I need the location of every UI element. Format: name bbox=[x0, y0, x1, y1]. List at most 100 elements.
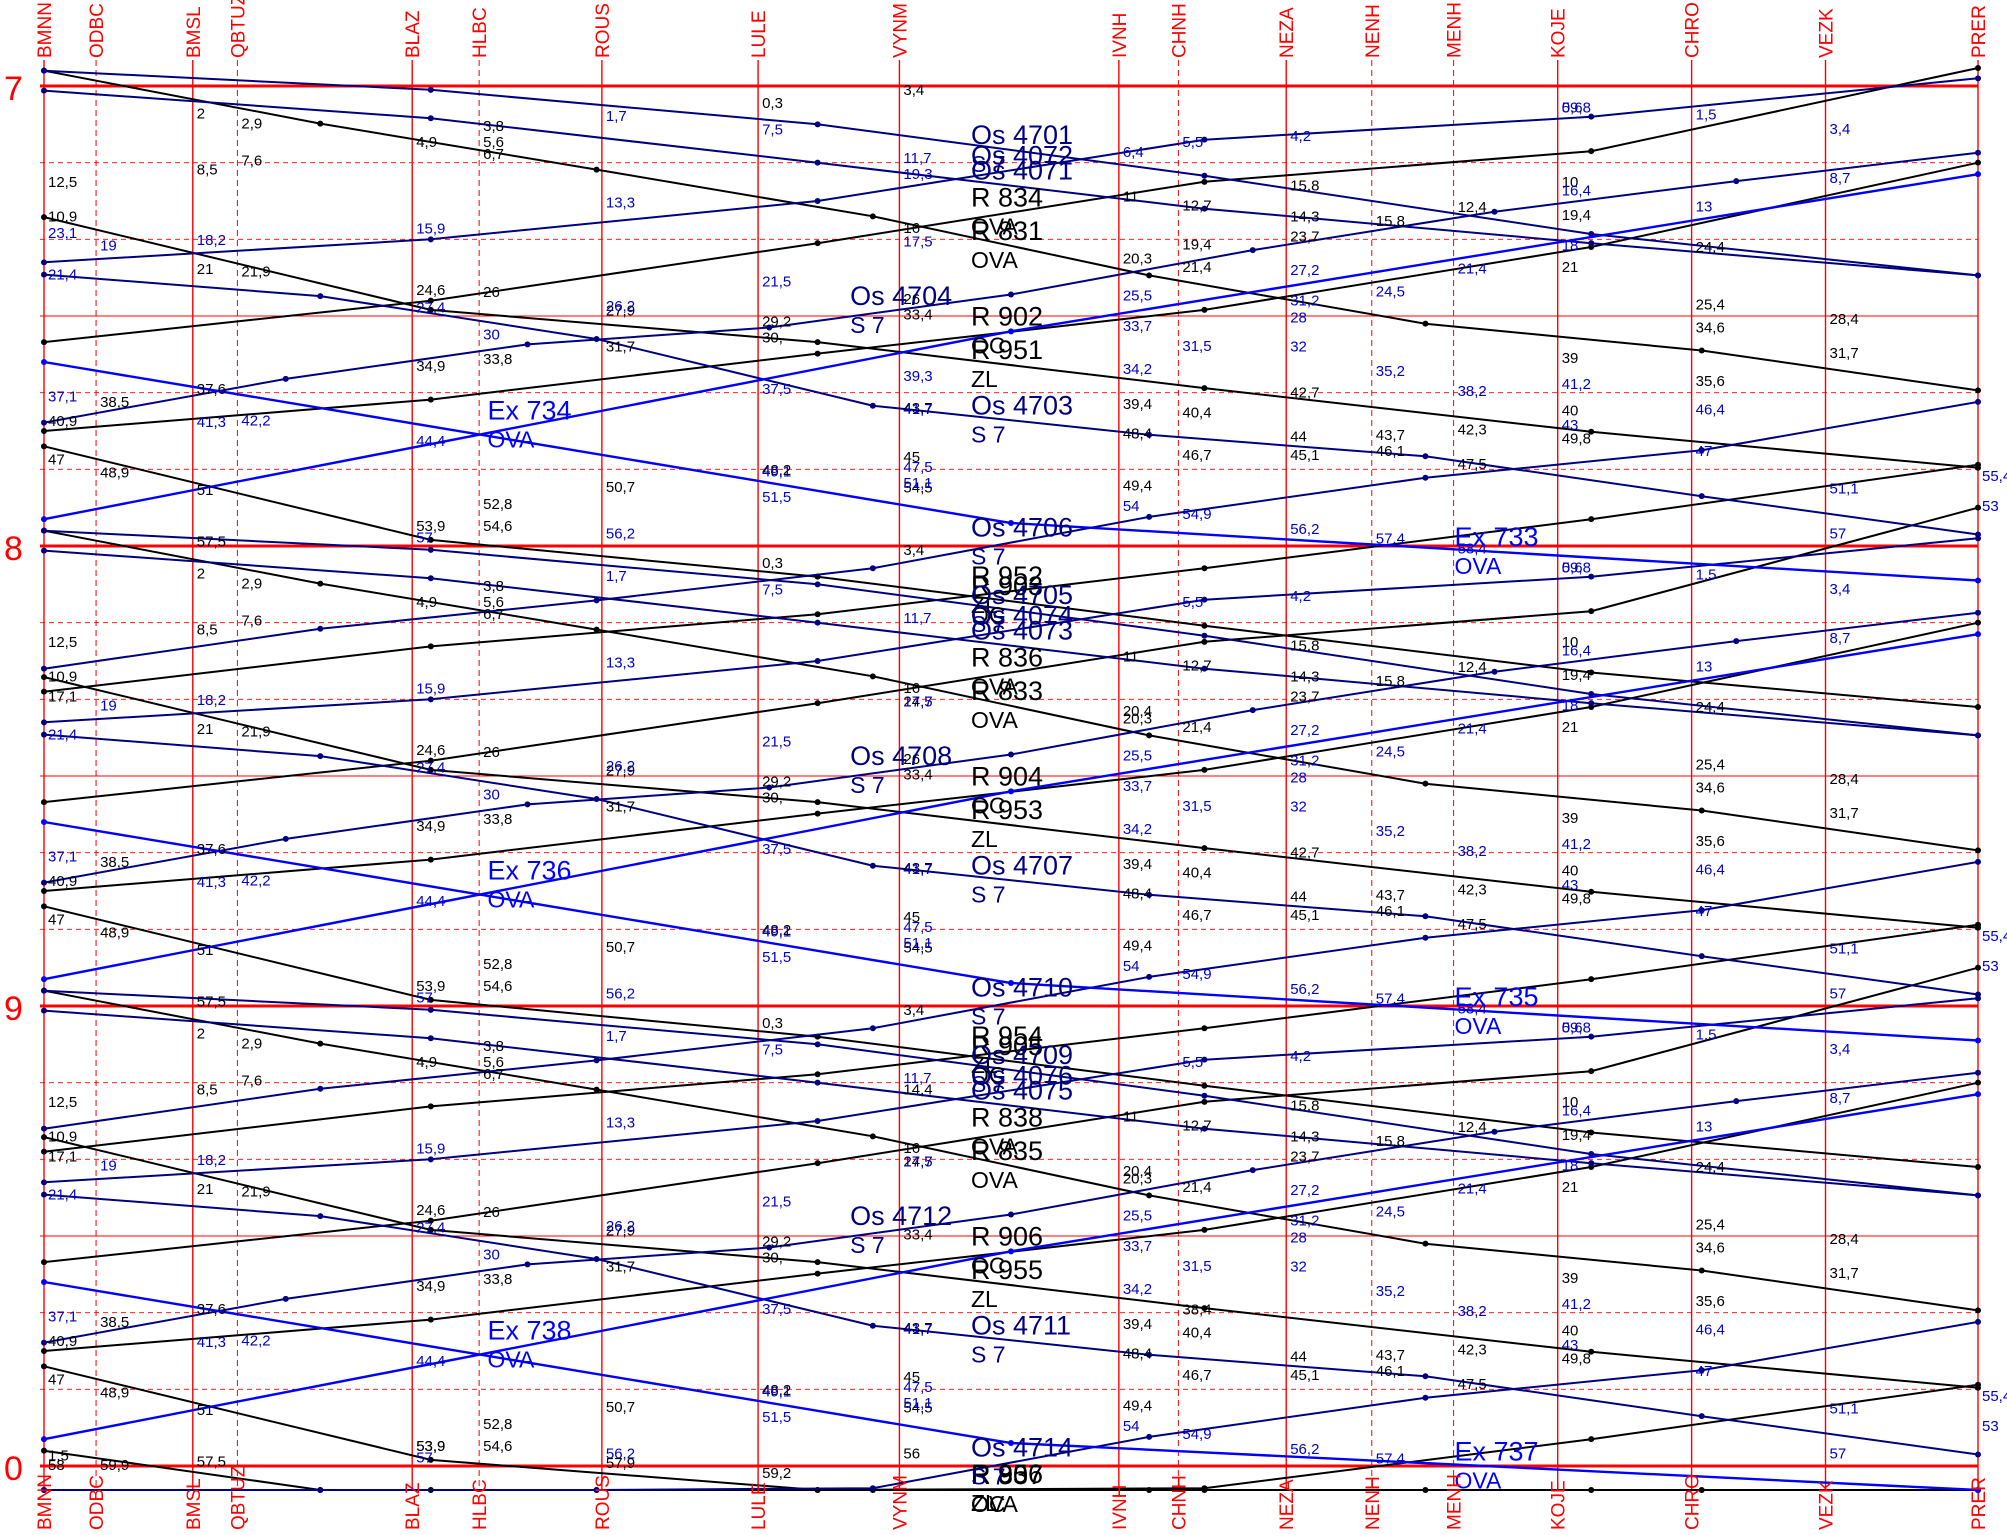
train-stop-dot bbox=[1201, 622, 1208, 629]
train-category: OVA bbox=[1455, 553, 1503, 579]
train-category: OVA bbox=[488, 426, 536, 452]
station-label-bottom: ROUS bbox=[593, 1475, 614, 1530]
time-label: 56,2 bbox=[606, 1446, 635, 1463]
time-label: 47,5 bbox=[903, 459, 932, 476]
time-label: 28,4 bbox=[1830, 311, 1859, 328]
train-category: OC bbox=[971, 333, 1006, 359]
train-stop-dot bbox=[1008, 788, 1014, 795]
time-label: 56,2 bbox=[1290, 1441, 1319, 1458]
time-label: 7,6 bbox=[241, 612, 262, 629]
time-label: 13 bbox=[1696, 198, 1713, 215]
train-stop-dot bbox=[869, 1322, 876, 1329]
train-path bbox=[43, 1136, 1979, 1389]
time-label: 20,3 bbox=[1123, 251, 1152, 268]
time-label: 21,9 bbox=[241, 724, 270, 741]
train-name: Os 4705 bbox=[971, 580, 1073, 610]
time-label: 21 bbox=[197, 1181, 214, 1198]
time-label: 38,2 bbox=[1458, 1303, 1487, 1320]
train-stop-dot bbox=[41, 976, 47, 983]
train-stop-dot bbox=[593, 597, 600, 604]
train-stop-dot bbox=[869, 1025, 876, 1032]
train-stop-dot bbox=[1588, 976, 1595, 983]
time-label: 37,1 bbox=[48, 389, 77, 406]
train-stop-dot bbox=[427, 1156, 434, 1163]
train-stop-dot bbox=[282, 1295, 289, 1302]
train-stop-dot bbox=[427, 86, 434, 93]
time-label: 47,5 bbox=[1458, 456, 1487, 473]
train-stop-dot bbox=[1422, 934, 1429, 941]
time-label: 42,2 bbox=[241, 872, 270, 889]
time-label: 34,2 bbox=[1123, 821, 1152, 838]
time-label: 24,7 bbox=[903, 694, 932, 711]
train-stop-dot bbox=[1588, 1129, 1595, 1136]
time-label: 6,7 bbox=[483, 146, 504, 163]
station-label-top: IVNH bbox=[1110, 13, 1131, 58]
train-stop-dot bbox=[1698, 953, 1705, 960]
time-label: 49,1 bbox=[762, 924, 791, 941]
time-label: 46,7 bbox=[1182, 907, 1211, 924]
time-label: 3,8 bbox=[483, 578, 504, 595]
time-label: 3,4 bbox=[903, 82, 924, 99]
train-stop-dot bbox=[814, 1259, 821, 1266]
train-stop-dot bbox=[814, 1041, 821, 1048]
time-label: 20,3 bbox=[1123, 1171, 1152, 1188]
time-label: 15,8 bbox=[1290, 1098, 1319, 1115]
time-label: 30 bbox=[483, 786, 500, 803]
train-stop-dot bbox=[814, 159, 821, 166]
train-stop-dot bbox=[1588, 690, 1595, 697]
time-label: 43,7 bbox=[903, 400, 932, 417]
train-name: R 955 bbox=[971, 1255, 1043, 1285]
train-stop-dot bbox=[1146, 431, 1153, 438]
time-label: 2 bbox=[197, 566, 205, 583]
time-label: 21 bbox=[1562, 1179, 1579, 1196]
train-stop-dot bbox=[1975, 858, 1981, 865]
train-category: S 7 bbox=[850, 772, 885, 798]
train-stop-dot bbox=[427, 297, 434, 304]
time-label: 28 bbox=[1290, 1230, 1307, 1247]
time-label: 31,5 bbox=[1182, 798, 1211, 815]
time-label: 53,9 bbox=[416, 1438, 445, 1455]
train-stop-dot bbox=[41, 1436, 47, 1443]
time-label: 33,8 bbox=[483, 1271, 512, 1288]
time-label: 43 bbox=[1562, 417, 1579, 434]
time-label: 57,5 bbox=[197, 533, 226, 550]
time-label: 20,4 bbox=[1123, 1163, 1152, 1180]
time-label: 45 bbox=[903, 1369, 920, 1386]
train-stop-dot bbox=[766, 1244, 773, 1251]
train-name: Os 4712 bbox=[850, 1201, 952, 1231]
time-label: 25,4 bbox=[1696, 757, 1725, 774]
time-label: 10 bbox=[1562, 634, 1579, 651]
time-label: 10 bbox=[1562, 174, 1579, 191]
time-label: 46,7 bbox=[1182, 1367, 1211, 1384]
train-name: Ex 735 bbox=[1455, 982, 1539, 1012]
train-stop-dot bbox=[1975, 732, 1981, 739]
time-label: 14,3 bbox=[1290, 208, 1319, 225]
train-stop-dot bbox=[1975, 387, 1981, 394]
time-label: 25,5 bbox=[1123, 1207, 1152, 1224]
time-label: 21 bbox=[197, 261, 214, 278]
train-stop-dot bbox=[1975, 631, 1981, 638]
train-stop-dot bbox=[1588, 1160, 1595, 1167]
time-label: 48,9 bbox=[100, 924, 129, 941]
time-label: 43,7 bbox=[1376, 887, 1405, 904]
time-label: 7,6 bbox=[241, 1072, 262, 1089]
time-label: 45 bbox=[903, 909, 920, 926]
time-label: 56,2 bbox=[606, 986, 635, 1003]
time-label: 57,4 bbox=[1376, 990, 1405, 1007]
time-label: 51,1 bbox=[903, 475, 932, 492]
train-stop-dot bbox=[1201, 205, 1208, 212]
time-label: 59,9 bbox=[100, 1457, 129, 1474]
train-stop-dot bbox=[814, 658, 821, 664]
time-label: 43,7 bbox=[1376, 427, 1405, 444]
train-stop-dot bbox=[814, 121, 821, 128]
time-label: 40,9 bbox=[48, 873, 77, 890]
train-stop-dot bbox=[427, 536, 434, 543]
train-name: Ex 736 bbox=[488, 855, 572, 885]
time-label: 31,5 bbox=[1182, 338, 1211, 355]
train-stop-dot bbox=[814, 1270, 821, 1277]
train-stop-dot bbox=[1201, 1092, 1208, 1099]
train-stop-dot bbox=[1588, 1487, 1595, 1493]
train-stop-dot bbox=[317, 120, 324, 127]
train-stop-dot bbox=[1008, 1440, 1014, 1446]
train-category: S 7 bbox=[971, 544, 1006, 570]
